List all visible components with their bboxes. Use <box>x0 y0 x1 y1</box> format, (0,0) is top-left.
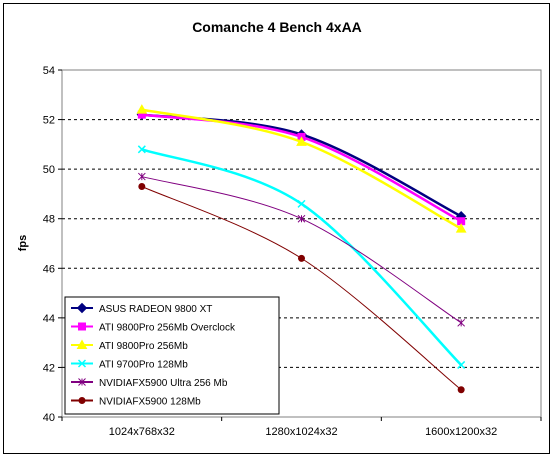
y-tick-label: 46 <box>43 263 55 275</box>
series-layer <box>136 104 467 394</box>
legend-marker <box>76 339 88 349</box>
data-point <box>297 214 306 223</box>
chart-title: Comanche 4 Bench 4xAA <box>192 19 362 35</box>
data-point <box>137 145 146 154</box>
data-point <box>137 172 146 181</box>
series-5 <box>138 182 465 394</box>
x-tick-label: 1280x1024x32 <box>265 426 337 438</box>
y-axis-ticks: 40 42 44 46 48 50 52 54 <box>43 65 62 424</box>
legend-entry: ATI 9700Pro 128Mb <box>99 360 188 371</box>
legend-entry: NVIDIAFX5900 128Mb <box>99 397 201 408</box>
data-point <box>457 318 466 327</box>
series-2 <box>136 104 467 233</box>
series-3 <box>137 145 466 369</box>
y-tick-label: 48 <box>43 214 55 226</box>
y-axis-label: fps <box>17 235 29 252</box>
legend-entry: ATI 9800Pro 256Mb <box>99 341 188 352</box>
data-point <box>457 360 466 369</box>
y-tick-label: 44 <box>43 313 55 325</box>
legend-marker <box>78 322 86 331</box>
legend-marker <box>76 302 88 314</box>
x-tick-label: 1600x1200x32 <box>425 426 497 438</box>
x-tick-label: 1024x768x32 <box>109 426 175 438</box>
series-4 <box>137 172 466 327</box>
y-tick-label: 42 <box>43 362 55 374</box>
legend-marker <box>77 359 87 368</box>
legend: ASUS RADEON 9800 XT ATI 9800Pro 256Mb Ove… <box>64 296 280 415</box>
legend-marker <box>78 378 86 386</box>
data-point <box>298 254 305 262</box>
legend-entry: ASUS RADEON 9800 XT <box>99 304 212 315</box>
y-tick-label: 40 <box>43 412 55 424</box>
data-point <box>296 136 307 146</box>
y-tick-label: 54 <box>43 65 55 77</box>
legend-entry: ATI 9800Pro 256Mb Overclock <box>99 323 236 334</box>
y-tick-label: 52 <box>43 115 55 127</box>
legend-marker <box>78 397 86 404</box>
y-tick-label: 50 <box>43 164 55 176</box>
legend-entry: NVIDIAFX5900 Ultra 256 Mb <box>99 378 228 389</box>
data-point <box>457 386 465 394</box>
data-point <box>455 223 467 233</box>
x-axis-ticks: 1024x768x32 1280x1024x32 1600x1200x32 <box>61 417 542 438</box>
data-point <box>136 104 148 114</box>
data-point <box>297 199 306 208</box>
legend-box <box>64 296 280 415</box>
data-point <box>138 182 146 190</box>
